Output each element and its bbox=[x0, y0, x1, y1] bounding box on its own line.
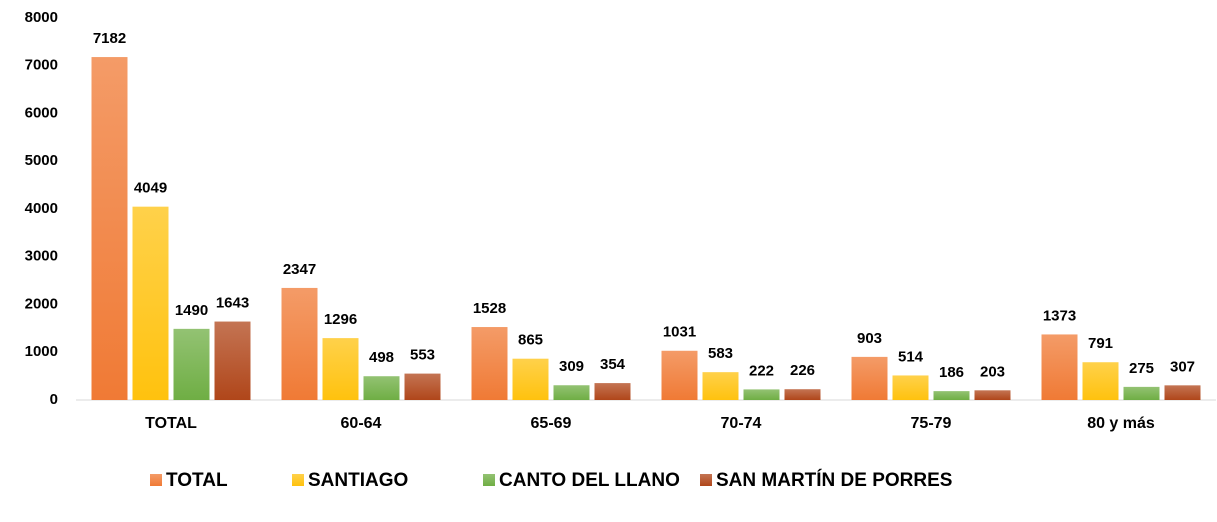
value-label: 791 bbox=[1088, 335, 1113, 352]
legend-label: SAN MARTÍN DE PORRES bbox=[716, 469, 952, 491]
x-tick-label: 75-79 bbox=[911, 415, 952, 432]
y-tick-label: 6000 bbox=[25, 104, 58, 121]
bar bbox=[594, 383, 631, 400]
value-label: 2347 bbox=[283, 261, 316, 278]
y-tick-label: 3000 bbox=[25, 248, 58, 265]
value-label: 903 bbox=[857, 330, 882, 347]
value-label: 186 bbox=[939, 364, 964, 381]
legend-label: CANTO DEL LLANO bbox=[499, 470, 680, 491]
value-label: 1373 bbox=[1043, 307, 1076, 324]
bar bbox=[281, 287, 318, 400]
bar bbox=[363, 376, 400, 400]
bar bbox=[404, 373, 441, 400]
legend-swatch bbox=[483, 474, 495, 486]
bar bbox=[892, 375, 929, 400]
value-label: 1643 bbox=[216, 295, 249, 312]
legend-swatch bbox=[150, 474, 162, 486]
bar bbox=[702, 372, 739, 400]
y-tick-label: 5000 bbox=[25, 152, 58, 169]
bar bbox=[661, 350, 698, 400]
value-label: 1296 bbox=[324, 311, 357, 328]
bar bbox=[214, 321, 251, 400]
value-label: 354 bbox=[600, 356, 626, 373]
x-tick-label: 70-74 bbox=[721, 415, 762, 432]
legend-label: TOTAL bbox=[166, 470, 228, 491]
value-label: 203 bbox=[980, 363, 1005, 380]
x-tick-label: 80 y más bbox=[1087, 415, 1155, 432]
bar bbox=[851, 356, 888, 400]
bar bbox=[1123, 386, 1160, 400]
bar bbox=[132, 206, 169, 400]
x-tick-label: 65-69 bbox=[531, 415, 572, 432]
y-tick-label: 8000 bbox=[25, 9, 58, 26]
value-label: 226 bbox=[790, 362, 815, 379]
legend-swatch bbox=[700, 474, 712, 486]
y-tick-label: 0 bbox=[50, 391, 58, 408]
bar bbox=[974, 390, 1011, 400]
bar bbox=[1041, 334, 1078, 400]
bar bbox=[322, 338, 359, 400]
value-label: 309 bbox=[559, 358, 584, 375]
bar bbox=[512, 358, 549, 400]
value-label: 7182 bbox=[93, 30, 126, 47]
legend-label: SANTIAGO bbox=[308, 470, 408, 491]
value-label: 1031 bbox=[663, 324, 696, 341]
bar bbox=[173, 328, 210, 400]
value-label: 1490 bbox=[175, 302, 208, 319]
value-label: 583 bbox=[708, 345, 733, 362]
bar bbox=[743, 389, 780, 400]
value-label: 865 bbox=[518, 332, 543, 349]
value-label: 275 bbox=[1129, 360, 1154, 377]
bar bbox=[471, 327, 508, 400]
value-label: 514 bbox=[898, 348, 924, 365]
x-tick-label: 60-64 bbox=[341, 415, 382, 432]
bar bbox=[784, 389, 821, 400]
bar bbox=[1082, 362, 1119, 400]
value-label: 4049 bbox=[134, 180, 167, 197]
y-tick-label: 4000 bbox=[25, 200, 58, 217]
y-tick-label: 1000 bbox=[25, 343, 58, 360]
bar bbox=[553, 385, 590, 400]
value-label: 498 bbox=[369, 349, 394, 366]
x-tick-label: TOTAL bbox=[145, 415, 197, 432]
bar bbox=[933, 391, 970, 400]
legend-swatch bbox=[292, 474, 304, 486]
bar bbox=[91, 57, 128, 400]
value-label: 307 bbox=[1170, 358, 1195, 375]
value-label: 553 bbox=[410, 347, 435, 364]
value-label: 1528 bbox=[473, 300, 506, 317]
y-tick-label: 7000 bbox=[25, 57, 58, 74]
bar bbox=[1164, 385, 1201, 400]
y-tick-label: 2000 bbox=[25, 295, 58, 312]
value-label: 222 bbox=[749, 362, 774, 379]
